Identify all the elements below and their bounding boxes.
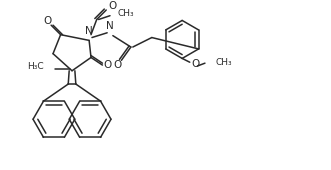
Text: O: O bbox=[108, 1, 117, 11]
Text: CH₃: CH₃ bbox=[215, 58, 232, 67]
Text: O: O bbox=[114, 60, 122, 70]
Text: H₃C: H₃C bbox=[27, 62, 44, 71]
Text: O: O bbox=[192, 59, 200, 69]
Text: N: N bbox=[106, 21, 114, 31]
Text: N: N bbox=[85, 26, 93, 36]
Text: O: O bbox=[43, 16, 51, 26]
Text: O: O bbox=[103, 60, 111, 70]
Text: CH₃: CH₃ bbox=[118, 9, 134, 18]
